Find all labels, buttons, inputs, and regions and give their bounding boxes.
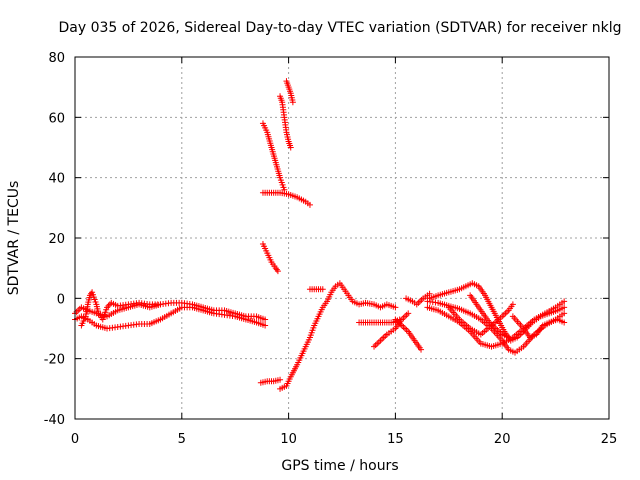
data-point — [418, 346, 425, 353]
x-tick-label: 20 — [494, 432, 511, 447]
data-point — [561, 304, 568, 311]
y-tick-label: 60 — [48, 111, 65, 126]
data-point — [561, 319, 568, 326]
data-point — [392, 304, 399, 311]
data-point — [289, 99, 296, 106]
y-tick-label: 40 — [48, 172, 65, 187]
data-point — [287, 144, 294, 151]
x-tick-label: 0 — [71, 432, 79, 447]
x-tick-label: 25 — [601, 432, 618, 447]
data-point — [157, 301, 164, 308]
y-tick-label: -20 — [44, 353, 65, 368]
y-tick-label: 0 — [57, 292, 65, 307]
chart-title: Day 035 of 2026, Sidereal Day-to-day VTE… — [59, 20, 622, 36]
y-tick-label: -40 — [44, 413, 65, 428]
data-point — [274, 268, 281, 275]
data-point — [505, 334, 512, 341]
data-point — [561, 310, 568, 317]
data-point — [509, 301, 516, 308]
y-tick-label: 80 — [48, 51, 65, 66]
data-point — [277, 376, 284, 383]
x-tick-label: 15 — [387, 432, 404, 447]
x-tick-label: 5 — [178, 432, 186, 447]
data-point — [306, 201, 313, 208]
data-point — [561, 298, 568, 305]
y-tick-label: 20 — [48, 232, 65, 247]
data-point — [262, 322, 269, 329]
data-point — [262, 316, 269, 323]
data-point — [405, 310, 412, 317]
axis-ticks: 0 5 10 15 20 25 -40 -20 0 20 40 60 80 — [44, 51, 618, 447]
y-axis-label: SDTVAR / TECUs — [6, 181, 22, 296]
x-axis-label: GPS time / hours — [281, 458, 398, 474]
grid — [75, 57, 609, 419]
data-markers — [72, 78, 568, 392]
x-tick-label: 10 — [280, 432, 297, 447]
data-point — [319, 286, 326, 293]
